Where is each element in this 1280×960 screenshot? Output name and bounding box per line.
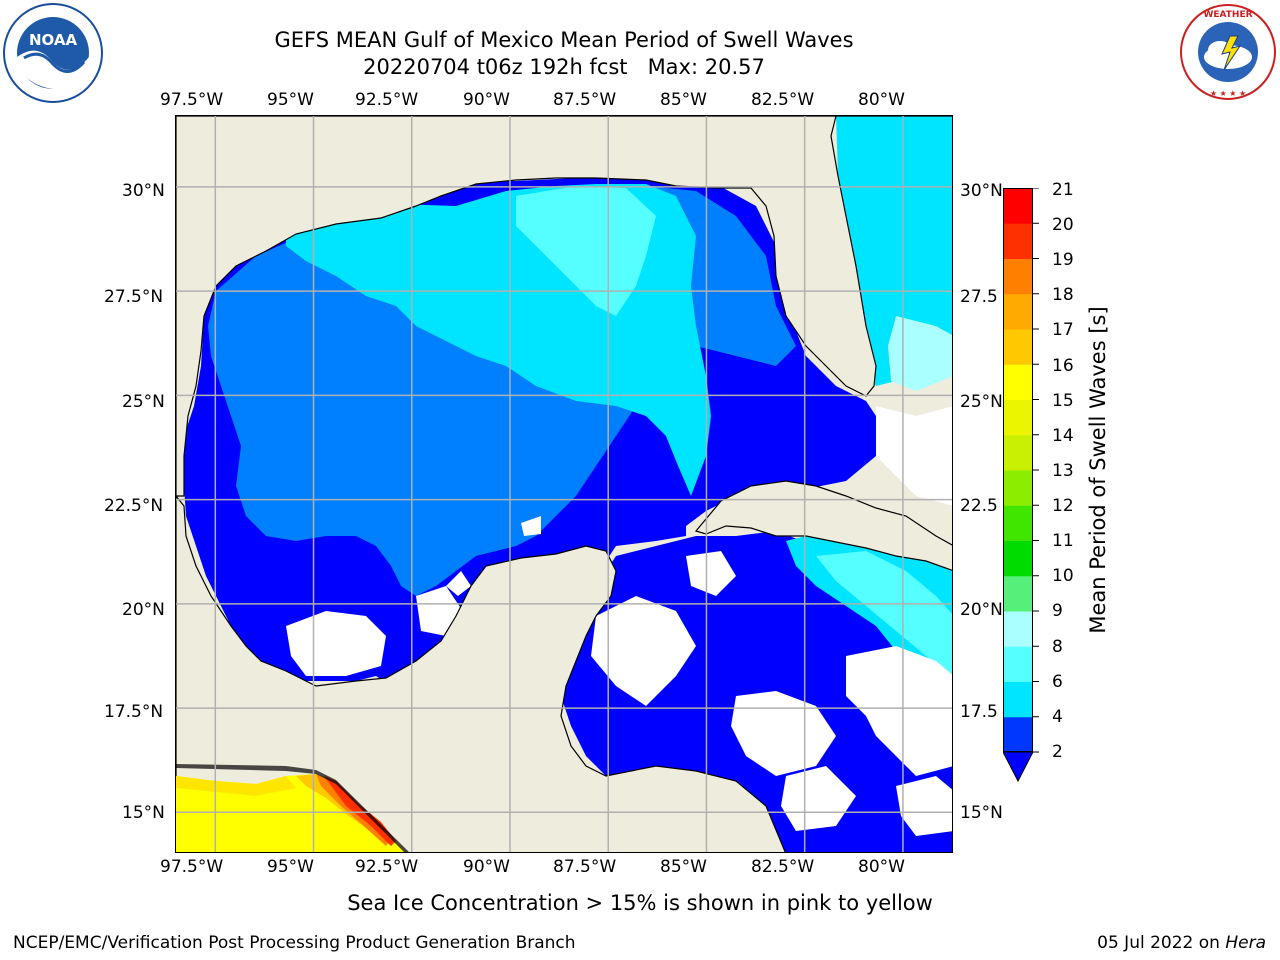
colorbar-ticks — [1033, 188, 1039, 753]
lon-tick-label: 82.5°W — [751, 90, 815, 110]
colorbar-band — [1003, 611, 1033, 647]
colorbar-band — [1003, 364, 1033, 400]
colorbar-band — [1003, 681, 1033, 718]
colorbar-bands — [1003, 188, 1033, 753]
colorbar-band — [1003, 646, 1033, 682]
map-title: GEFS MEAN Gulf of Mexico Mean Period of … — [274, 28, 854, 52]
colorbar-tick-label: 12 — [1052, 496, 1074, 516]
colorbar-tick-label: 8 — [1052, 637, 1063, 657]
lon-tick-label: 92.5°W — [355, 857, 419, 877]
colorbar-band — [1003, 434, 1033, 471]
colorbar-tick-label: 13 — [1052, 461, 1074, 481]
colorbar-title: Mean Period of Swell Waves [s] — [1086, 306, 1110, 634]
lon-tick-label: 80°W — [858, 90, 905, 110]
colorbar-band — [1003, 540, 1033, 577]
lon-tick-label: 92.5°W — [355, 90, 419, 110]
colorbar-tick-label: 9 — [1052, 601, 1063, 621]
lat-tick-label: 15°N — [960, 803, 1003, 823]
lon-tick-label: 97.5°W — [160, 90, 224, 110]
colorbar-tick-label: 2 — [1052, 742, 1063, 762]
colorbar-extend-triangle — [1003, 751, 1034, 783]
footer-credit: NCEP/EMC/Verification Post Processing Pr… — [13, 933, 576, 953]
colorbar-band — [1003, 293, 1033, 330]
lat-tick-label: 22.5 — [960, 496, 998, 516]
lat-tick-label: 17.5 — [960, 702, 998, 722]
lon-tick-label: 90°W — [463, 857, 510, 877]
colorbar-tick-label: 10 — [1052, 566, 1074, 586]
noaa-logo: NOAA — [3, 3, 103, 103]
lat-tick-label: 30°N — [960, 181, 1003, 201]
colorbar-tick-label: 4 — [1052, 707, 1063, 727]
colorbar-band — [1003, 505, 1033, 541]
gulf-of-mexico-map — [175, 115, 953, 853]
map-subtitle: 20220704 t06z 192h fcst Max: 20.57 — [363, 55, 765, 79]
colorbar-band — [1003, 223, 1033, 259]
colorbar-tick-label: 11 — [1052, 531, 1074, 551]
colorbar-band — [1003, 470, 1033, 506]
colorbar — [1003, 188, 1039, 783]
colorbar-tick-label: 6 — [1052, 672, 1063, 692]
lat-tick-label: 27.5 — [960, 287, 998, 307]
colorbar-tick-label: 21 — [1052, 180, 1074, 200]
lat-tick-label: 15°N — [122, 803, 165, 823]
swell-period-field — [184, 116, 952, 852]
lon-tick-label: 80°W — [858, 857, 905, 877]
lon-tick-label: 85°W — [660, 90, 707, 110]
footer-date-text: 05 Jul 2022 on — [1097, 933, 1226, 953]
lat-tick-label: 20°N — [122, 600, 165, 620]
lat-tick-label: 22.5°N — [104, 496, 164, 516]
svg-text:★ ★ ★ ★: ★ ★ ★ ★ — [1210, 89, 1246, 98]
svg-text:WEATHER: WEATHER — [1203, 10, 1252, 20]
sea-ice-note: Sea Ice Concentration > 15% is shown in … — [347, 891, 933, 915]
footer-machine: Hera — [1225, 933, 1266, 953]
colorbar-border — [1003, 188, 1033, 752]
colorbar-band — [1003, 258, 1033, 295]
lon-tick-label: 95°W — [267, 857, 314, 877]
land-outlines — [176, 116, 952, 852]
lat-tick-label: 25°N — [122, 392, 165, 412]
colorbar-band — [1003, 575, 1033, 612]
lat-tick-label: 17.5°N — [104, 702, 164, 722]
colorbar-tick-label: 20 — [1052, 215, 1074, 235]
lon-tick-label: 95°W — [267, 90, 314, 110]
lat-tick-label: 20°N — [960, 600, 1003, 620]
lon-tick-label: 87.5°W — [553, 857, 617, 877]
colorbar-tick-label: 14 — [1052, 426, 1074, 446]
colorbar-tick-label: 15 — [1052, 391, 1074, 411]
colorbar-tick-label: 19 — [1052, 250, 1074, 270]
colorbar-band — [1003, 188, 1033, 224]
colorbar-tick-label: 16 — [1052, 356, 1074, 376]
lat-tick-label: 27.5°N — [104, 287, 164, 307]
colorbar-band — [1003, 716, 1033, 753]
colorbar-band — [1003, 399, 1033, 436]
map-canvas — [176, 116, 952, 852]
nws-logo: WEATHER ★ ★ ★ ★ — [1180, 4, 1276, 100]
lon-tick-label: 90°W — [463, 90, 510, 110]
colorbar-tick-label: 17 — [1052, 320, 1074, 340]
lon-tick-label: 97.5°W — [160, 857, 224, 877]
lon-tick-label: 82.5°W — [751, 857, 815, 877]
grid-lines — [176, 116, 952, 852]
footer-date: 05 Jul 2022 on Hera — [1097, 933, 1266, 953]
colorbar-band — [1003, 329, 1033, 365]
lon-tick-label: 85°W — [660, 857, 707, 877]
lat-tick-label: 30°N — [122, 181, 165, 201]
svg-text:NOAA: NOAA — [29, 31, 78, 49]
lon-tick-label: 87.5°W — [553, 90, 617, 110]
colorbar-tick-label: 18 — [1052, 285, 1074, 305]
lat-tick-label: 25°N — [960, 392, 1003, 412]
